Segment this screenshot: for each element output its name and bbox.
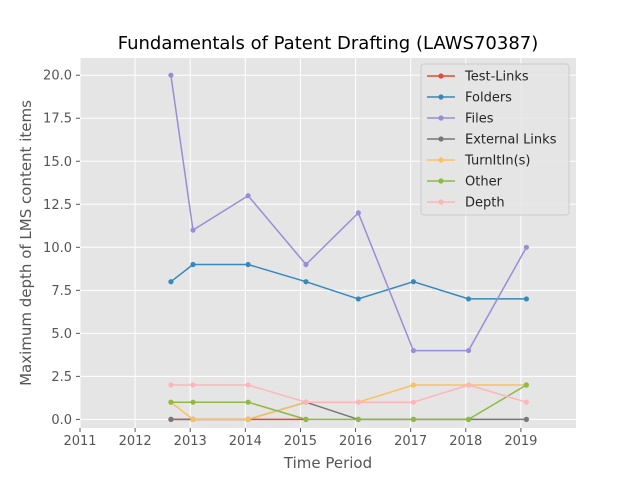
legend-item: External Links [427,133,557,148]
series-depth [168,382,530,405]
data-point [523,244,530,250]
data-point [355,416,361,422]
y-tick-label: 5.0 [51,327,72,342]
data-point [303,416,309,422]
x-tick-label: 2011 [63,434,96,449]
series-line [170,384,527,403]
data-point [190,399,196,405]
data-point [410,416,417,422]
legend-label: Other [465,175,503,190]
data-point [168,72,174,78]
legend-marker [438,199,444,205]
data-point [245,416,251,422]
data-point [168,382,174,388]
data-point [303,261,309,268]
series-files [168,72,530,354]
x-tick-label: 2019 [504,434,537,449]
data-point [168,416,174,422]
data-point [355,210,361,216]
legend-item: Files [427,112,494,127]
data-point [410,347,417,354]
data-point [523,416,530,422]
data-point [303,399,309,405]
y-tick-label: 12.5 [43,198,72,213]
data-point [245,399,251,405]
data-point [355,399,361,405]
data-point [465,347,472,354]
legend-marker [438,157,444,163]
legend-box [420,63,570,216]
legend-label: Depth [465,196,505,211]
data-point [245,193,251,199]
data-point [190,261,196,268]
data-point [245,261,251,268]
legend-label: TurnItIn(s) [464,154,530,169]
x-axis-label: Time Period [283,454,372,472]
x-tick-label: 2013 [174,434,207,449]
data-point [523,296,530,302]
data-point [355,296,361,302]
data-point [523,382,530,388]
data-point [190,382,196,388]
y-tick-label: 10.0 [43,241,72,256]
y-tick-label: 15.0 [43,155,72,170]
data-point [465,296,472,302]
x-tick-label: 2015 [284,434,317,449]
legend-label: Test-Links [464,70,529,85]
series-layer [168,72,530,422]
legend-item: Folders [427,91,512,106]
series-line [170,75,528,352]
legend-item: Other [427,175,503,190]
series-other [168,382,530,422]
data-point [465,382,472,388]
legend-marker [438,73,444,79]
legend-label: External Links [465,133,557,148]
legend-label: Folders [465,91,512,106]
x-tick-label: 2014 [229,434,262,449]
y-tick-label: 17.5 [43,112,72,127]
x-tick-label: 2016 [339,434,372,449]
data-point [465,416,472,422]
data-point [523,399,530,405]
data-point [245,382,251,388]
series-folders [168,261,530,302]
y-tick-label: 0.0 [51,413,72,428]
y-axis-label: Maximum depth of LMS content items [17,100,35,386]
data-point [410,399,417,405]
x-tick-label: 2018 [449,434,482,449]
legend-item: Test-Links [427,70,529,85]
data-point [410,382,417,388]
data-point [168,279,174,285]
data-point [410,279,417,285]
x-tick-label: 2017 [394,434,427,449]
data-point [168,399,174,405]
y-tick-label: 7.5 [51,284,72,299]
axis-ticks: 2011 2012 2013 2014 2015 2016 2017 2018 2019 0.0 2… [43,69,537,449]
data-point [190,416,196,422]
data-point [303,279,309,285]
x-tick-label: 2012 [119,434,152,449]
chart-title: Fundamentals of Patent Drafting (LAWS703… [118,33,539,54]
legend-marker [438,94,444,100]
series-line [170,384,527,421]
legend-marker [438,115,444,121]
legend-label: Files [465,112,494,127]
legend-item: Depth [427,196,505,211]
legend: Test-Links Folders Files External Links Turn… [420,63,570,216]
data-point [190,227,196,233]
y-tick-label: 2.5 [51,370,72,385]
legend-marker [438,178,444,184]
series-line [170,263,527,300]
y-tick-label: 20.0 [43,69,72,84]
legend-item: TurnItIn(s) [427,154,530,169]
legend-marker [438,136,444,142]
